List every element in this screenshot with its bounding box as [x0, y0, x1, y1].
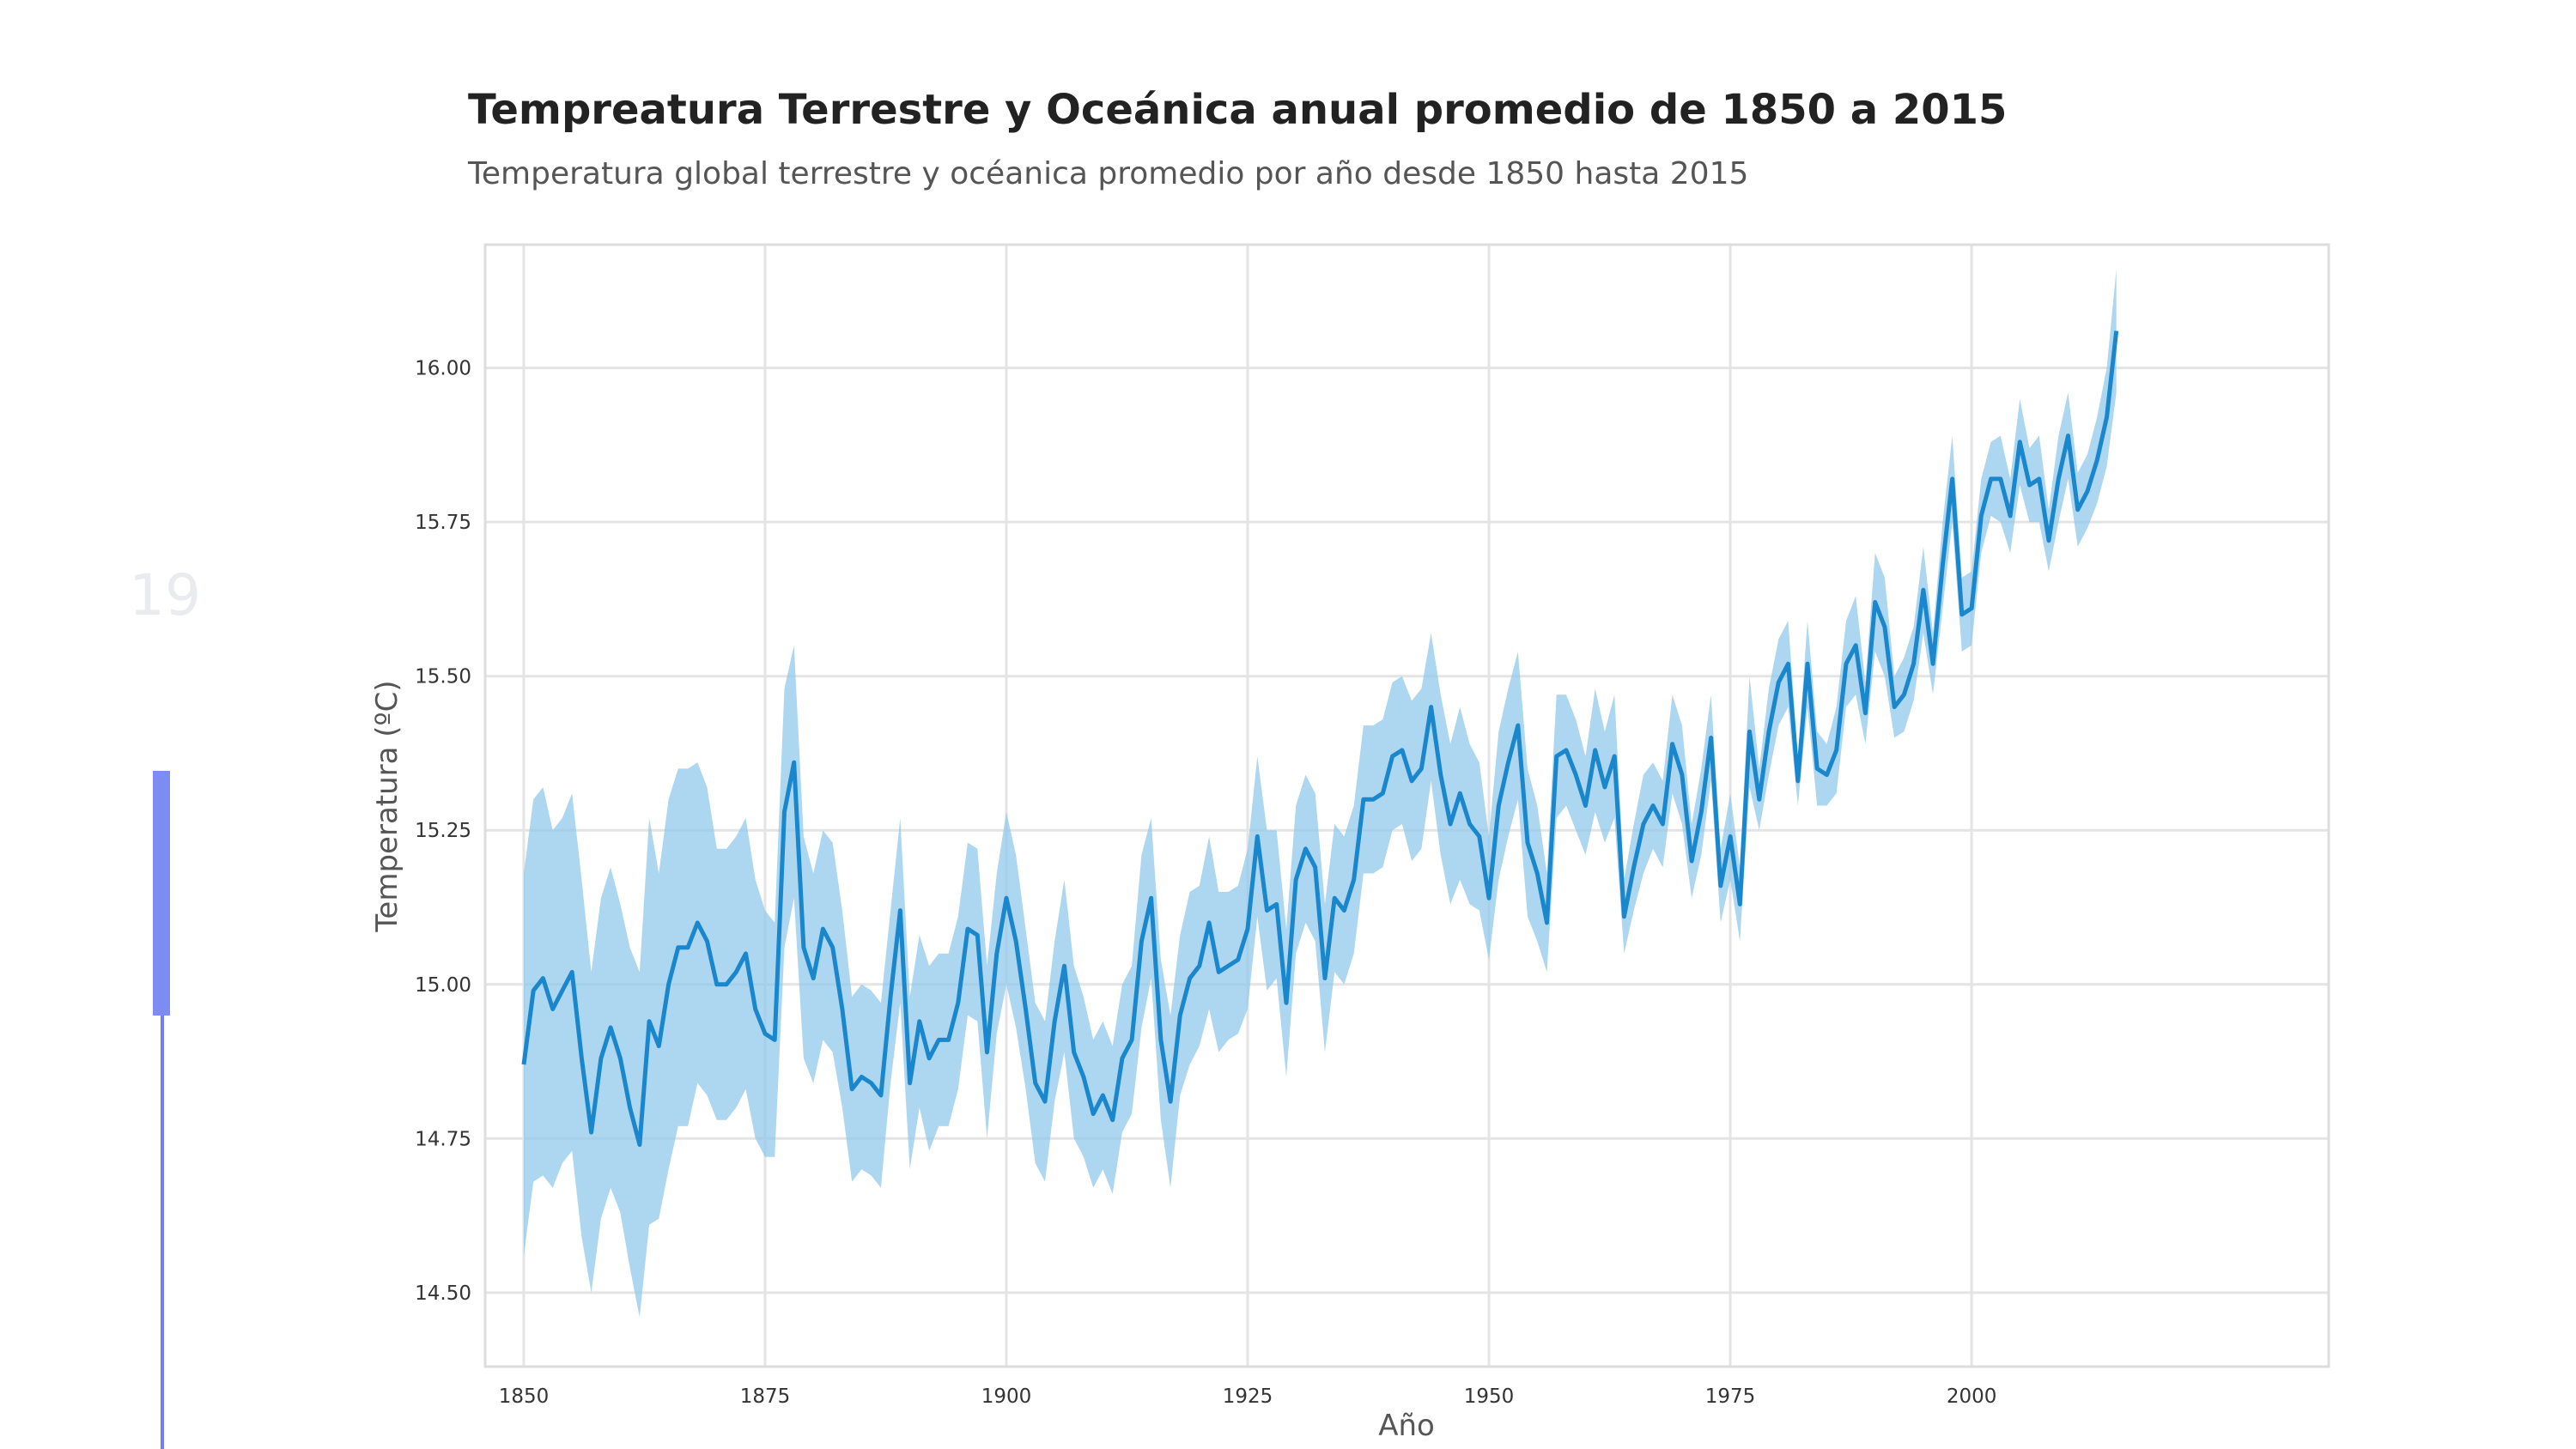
x-tick-label: 1875	[740, 1385, 791, 1408]
y-tick-label: 14.75	[415, 1128, 471, 1150]
plot-frame	[483, 243, 2330, 1368]
slide-number: 19	[129, 562, 201, 628]
progress-track	[161, 771, 164, 1449]
x-tick-label: 2000	[1947, 1385, 1997, 1408]
x-axis-label: Año	[1378, 1409, 1435, 1443]
x-tick-label: 1850	[499, 1385, 550, 1408]
grid-lines	[485, 245, 2329, 1367]
temperature-line	[521, 330, 2119, 1147]
x-tick-label: 1950	[1464, 1385, 1515, 1408]
x-tick-label: 1900	[981, 1385, 1032, 1408]
chart-subtitle: Temperatura global terrestre y océanica …	[468, 156, 1749, 191]
x-tick-label: 1925	[1223, 1385, 1273, 1408]
y-tick-label: 15.50	[415, 666, 471, 688]
y-tick-label: 15.75	[415, 512, 471, 534]
y-tick-label: 15.00	[415, 974, 471, 997]
progress-indicator	[153, 771, 170, 1016]
y-axis-ticks: 14.50 14.75 15.00 15.25 15.50 15.75 16.00	[415, 358, 471, 1305]
y-tick-label: 15.25	[415, 820, 471, 842]
x-tick-label: 1975	[1705, 1385, 1756, 1408]
y-tick-label: 14.50	[415, 1282, 471, 1305]
confidence-band-layer	[524, 269, 2117, 1318]
y-tick-label: 16.00	[415, 358, 471, 380]
series-line-layer	[521, 330, 2119, 1147]
y-axis-label: Temperatura (ºC)	[370, 680, 404, 932]
x-axis-ticks: 1850 1875 1900 1925 1950 1975 2000	[499, 1385, 1997, 1408]
chart-title: Tempreatura Terrestre y Oceánica anual p…	[468, 86, 2008, 134]
confidence-band	[524, 269, 2117, 1318]
